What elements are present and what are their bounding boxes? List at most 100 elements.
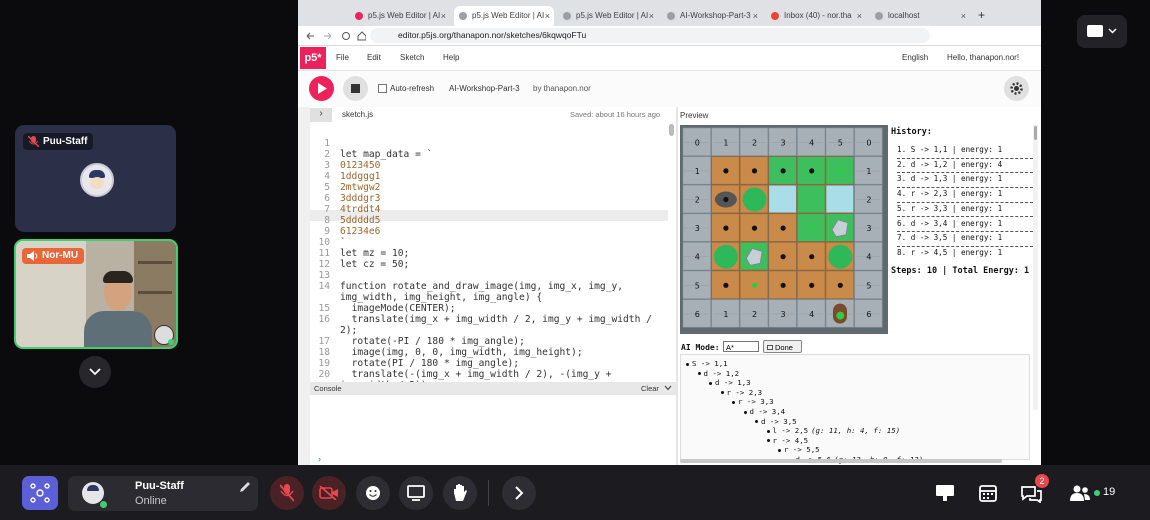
tile-name: Puu-Staff <box>43 136 88 147</box>
line-number: 20 <box>318 369 330 380</box>
stop-button[interactable] <box>343 76 368 101</box>
history-item: 6. d -> 3,4 | energy: 1 <box>897 217 1033 233</box>
code-line: 11 let mz = 10; <box>310 248 660 259</box>
tab-title: p5.js Web Editor | AI <box>472 11 545 20</box>
tree-text: r -> 2,3 <box>726 387 763 397</box>
h-scrollbar[interactable] <box>680 459 1002 463</box>
grid-label: 3 <box>781 138 786 147</box>
muted-icon <box>28 136 39 147</box>
grid-label: 1 <box>723 310 728 319</box>
avatar-hat <box>89 170 105 178</box>
tab-close: × <box>752 11 758 21</box>
done-button[interactable]: Done <box>763 340 802 353</box>
console-title: Console <box>314 384 342 393</box>
divider <box>676 107 678 465</box>
p5-logo[interactable]: p5* <box>300 47 326 69</box>
chevron-icon <box>664 385 672 391</box>
apps-button[interactable] <box>22 476 58 510</box>
user-menu[interactable]: Hello, thanapon.nor! <box>947 53 1020 62</box>
div-shape: 1 2 let map_data = ` 3 0123450 4 1ddggg1 5 2mtwg… <box>310 138 660 382</box>
edit-icon[interactable] <box>239 481 251 493</box>
auto-refresh-label: Auto-refresh <box>390 84 435 93</box>
play-button[interactable] <box>309 76 334 101</box>
menu-item[interactable]: Edit <box>367 53 381 62</box>
code-line: 8 5ddddd5 <box>310 215 660 226</box>
browser-tab[interactable]: p5.js Web Editor | AI × <box>350 6 450 26</box>
code-line: 19 rotate(PI / 180 * img_angle); <box>310 358 660 369</box>
menu-item[interactable]: Sketch <box>400 53 425 62</box>
line-shape <box>28 136 39 147</box>
grid-label: 6 <box>695 310 700 319</box>
settings-button[interactable] <box>1004 76 1029 101</box>
circle-shape <box>1073 485 1081 493</box>
raise-hand-button[interactable] <box>443 476 477 510</box>
url: editor.p5js.org/thanapon.nor/sketches/6k… <box>398 30 587 40</box>
path-shape <box>1021 486 1036 501</box>
file-tab[interactable]: sketch.js <box>342 110 374 119</box>
tab-close: × <box>440 11 446 21</box>
url-field[interactable]: editor.p5js.org/thanapon.nor/sketches/6k… <box>370 28 930 43</box>
wall-tile <box>682 299 711 328</box>
menu-item[interactable]: Help <box>443 53 460 62</box>
path-dot <box>837 282 843 288</box>
tree-note: (g: 11, h: 4, f: 15) <box>811 426 901 436</box>
tree-node: l -> 2,5 (g: 11, h: 4, f: 15) <box>766 426 901 436</box>
ai-mode-select[interactable]: A* <box>723 341 759 352</box>
history-item: 4. r -> 2,3 | energy: 1 <box>897 187 1033 203</box>
scrollbar[interactable] <box>669 124 674 136</box>
sidebar-toggle[interactable]: › <box>310 108 332 122</box>
collapse-button[interactable] <box>79 356 111 388</box>
online-dot <box>1094 490 1100 496</box>
rect-shape <box>991 493 993 495</box>
history-summary: Steps: 10 | Total Energy: 1 <box>891 266 1030 276</box>
tree-bullet <box>709 381 712 385</box>
reaction-button[interactable] <box>356 476 390 510</box>
tree-node: d -> 1,3 <box>709 378 751 387</box>
wall-tile <box>711 299 740 328</box>
menu-item[interactable]: File <box>336 53 349 62</box>
wall-tile <box>854 299 883 328</box>
tree-bullet <box>697 372 701 376</box>
wall-tile <box>682 270 711 299</box>
code-text: rotate(-PI / 180 * img_angle); <box>340 336 525 347</box>
code-line: 17 rotate(-PI / 180 * img_angle); <box>310 336 660 347</box>
calendar-icon[interactable] <box>979 484 997 502</box>
camera-button[interactable] <box>312 476 346 510</box>
more-button[interactable] <box>502 476 536 510</box>
path-shape <box>515 486 524 500</box>
mic-button[interactable] <box>270 476 304 510</box>
browser-tab[interactable]: Inbox (40) - nor.tha × <box>766 6 866 26</box>
tab-title: p5.js Web Editor | AI <box>576 11 649 20</box>
presenter-icon[interactable] <box>935 484 955 502</box>
layout-button[interactable] <box>1077 15 1127 48</box>
path-shape <box>1029 490 1042 503</box>
path-dot <box>780 168 786 174</box>
browser-tab[interactable]: localhost × <box>870 6 970 26</box>
chat-icon[interactable] <box>1021 485 1042 503</box>
code-line: 15 imageMode(CENTER); <box>310 303 660 314</box>
browser-tab[interactable]: p5.js Web Editor | AI × <box>558 6 658 26</box>
wall-tile <box>768 299 797 328</box>
path-dot <box>809 282 815 288</box>
tree-node: r -> 3,3 <box>732 397 774 406</box>
sketch-name[interactable]: AI-Workshop-Part-3 <box>449 84 520 93</box>
circle-shape <box>30 483 36 489</box>
console-clear[interactable]: Clear <box>641 384 659 393</box>
checkbox[interactable] <box>378 84 387 93</box>
share-screen-button[interactable] <box>399 476 433 510</box>
participants-icon[interactable] <box>1069 485 1091 501</box>
tree-text: d -> 1,2 <box>703 368 740 378</box>
grid-label: 3 <box>781 310 786 319</box>
browser-tab[interactable]: AI-Workshop-Part-3 × <box>662 6 762 26</box>
wall-tile <box>739 299 769 328</box>
tile-label: Puu-Staff <box>23 133 94 150</box>
grid-label: 2 <box>695 196 700 205</box>
path-dot <box>723 196 729 203</box>
scrollbar[interactable] <box>1034 126 1037 140</box>
grid-label: 3 <box>695 224 700 233</box>
new-tab-icon[interactable]: + <box>978 8 986 22</box>
language-menu[interactable]: English <box>902 53 929 62</box>
code-line: 6 3dddgr3 <box>310 193 660 204</box>
ai-mode-label: AI Mode: <box>681 343 720 352</box>
browser-tab[interactable]: p5.js Web Editor | AI × <box>454 6 554 26</box>
